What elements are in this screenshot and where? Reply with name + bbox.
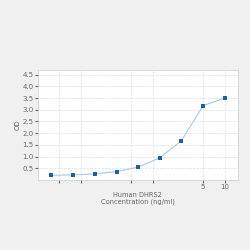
Point: [71, 173, 75, 177]
Point: [158, 156, 162, 160]
Y-axis label: OD: OD: [15, 120, 21, 130]
Point: [201, 104, 205, 108]
Point: [180, 139, 184, 143]
Point: [136, 165, 140, 169]
Point: [223, 96, 227, 100]
X-axis label: Human DHRS2
Concentration (ng/ml): Human DHRS2 Concentration (ng/ml): [100, 192, 174, 205]
Point: [93, 172, 97, 176]
Point: [50, 173, 54, 177]
Point: [114, 170, 118, 173]
